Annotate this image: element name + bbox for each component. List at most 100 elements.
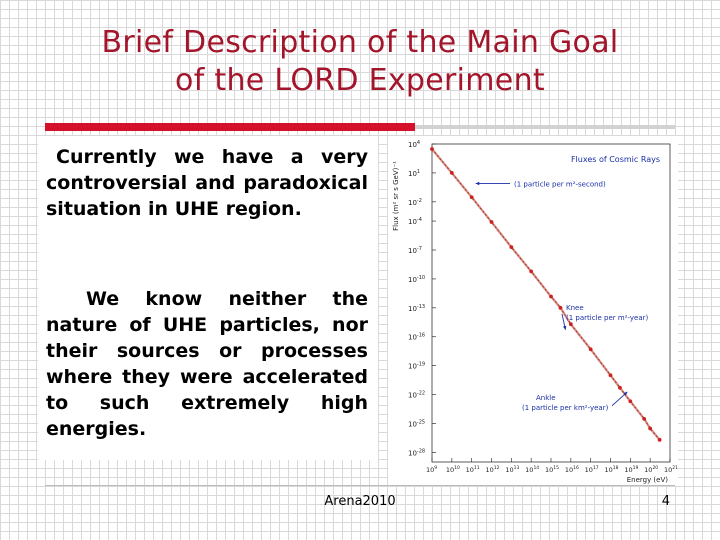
x-tick-exponent: 14 <box>533 465 539 471</box>
y-tick-label: 10-13 <box>408 304 425 313</box>
y-tick-exponent: -4 <box>417 217 422 223</box>
paragraph-situation: Currently we have a very controversial a… <box>46 146 368 220</box>
y-tick-base: 10 <box>408 392 417 400</box>
flux-data-point <box>628 399 633 404</box>
y-tick-base: 10 <box>408 141 417 149</box>
y-tick-exponent: -22 <box>417 391 425 397</box>
x-tick-base: 10 <box>565 466 573 474</box>
y-tick-exponent: -13 <box>417 304 425 310</box>
y-tick-label: 104 <box>408 140 420 149</box>
x-tick-base: 10 <box>545 466 553 474</box>
flux-data-point <box>430 147 434 151</box>
y-tick-exponent: -16 <box>417 333 425 339</box>
x-tick-label: 1015 <box>545 465 559 474</box>
x-tick-exponent: 18 <box>613 465 619 471</box>
slide-title-line-1: Brief Description of the Main Goal <box>101 25 619 60</box>
flux-data-point <box>608 373 613 378</box>
y-tick-label: 10-4 <box>408 217 422 226</box>
y-tick-base: 10 <box>408 363 417 371</box>
chart-title: Fluxes of Cosmic Rays <box>571 155 660 164</box>
x-tick-exponent: 16 <box>573 465 579 471</box>
x-tick-label: 1016 <box>565 465 579 474</box>
cosmic-ray-flux-figure: 104 101 10-2 10-4 10-7 10-10 10-13 10-16 10-19 10… <box>388 136 678 486</box>
y-tick-exponent: -7 <box>417 246 422 252</box>
x-tick-exponent: 21 <box>672 465 678 471</box>
x-tick-exponent: 17 <box>593 465 599 471</box>
y-tick-exponent: -25 <box>417 419 425 425</box>
x-tick-label: 1011 <box>466 465 480 474</box>
x-tick-base: 10 <box>624 466 632 474</box>
x-tick-label: 1014 <box>525 465 539 474</box>
x-tick-base: 10 <box>486 466 494 474</box>
y-tick-base: 10 <box>408 305 417 313</box>
slide-title-line-2: of the LORD Experiment <box>175 63 545 98</box>
page-number: 4 <box>661 494 670 509</box>
x-tick-exponent: 13 <box>514 465 520 471</box>
x-tick-exponent: 9 <box>434 465 437 471</box>
title-underline-gray <box>415 125 675 129</box>
flux-data-point <box>529 269 534 274</box>
x-tick-base: 10 <box>466 466 474 474</box>
y-tick-label: 10-7 <box>408 246 422 255</box>
slide-title: Brief Description of the Main Goal of th… <box>20 24 700 100</box>
y-tick-label: 10-16 <box>408 333 425 342</box>
y-tick-base: 10 <box>408 334 417 342</box>
annotation-per-second: (1 particle per m²-second) <box>514 181 606 189</box>
x-tick-label: 1020 <box>644 465 658 474</box>
x-tick-base: 10 <box>664 466 672 474</box>
x-tick-label: 1013 <box>505 465 519 474</box>
x-tick-label: 1018 <box>605 465 619 474</box>
y-tick-exponent: 1 <box>417 169 420 175</box>
y-tick-exponent: -28 <box>417 448 425 454</box>
y-tick-label: 101 <box>408 169 420 178</box>
x-tick-label: 1012 <box>486 465 500 474</box>
y-tick-label: 10-2 <box>408 198 422 207</box>
y-axis-title: Flux (m² sr s GeV)⁻¹ <box>392 161 400 231</box>
x-tick-base: 10 <box>525 466 533 474</box>
flux-data-point <box>642 416 647 421</box>
text-panel: Currently we have a very controversial a… <box>38 136 378 460</box>
flux-data-point <box>568 322 573 327</box>
x-tick-base: 10 <box>446 466 454 474</box>
y-tick-exponent: -2 <box>417 198 422 204</box>
y-tick-exponent: -19 <box>417 362 425 368</box>
y-tick-base: 10 <box>408 218 417 226</box>
y-tick-base: 10 <box>408 276 417 284</box>
x-tick-exponent: 20 <box>652 465 658 471</box>
flux-chart: 10410110-210-410-710-1010-1310-1610-1910… <box>392 140 678 484</box>
y-tick-base: 10 <box>408 199 417 207</box>
flux-data-point <box>549 294 553 299</box>
flux-data-point <box>648 426 653 431</box>
x-tick-label: 1017 <box>585 465 599 474</box>
x-tick-exponent: 11 <box>474 465 480 471</box>
x-tick-exponent: 19 <box>633 465 639 471</box>
flux-data-point <box>558 305 563 310</box>
title-underline-red <box>45 123 415 131</box>
x-tick-label: 1010 <box>446 465 460 474</box>
y-tick-exponent: 4 <box>417 140 420 146</box>
flux-data-point <box>449 171 454 175</box>
arrow-ankle-head <box>623 391 628 396</box>
flux-data-point <box>588 347 593 352</box>
arrow-per-second-head <box>475 181 480 186</box>
x-tick-exponent: 15 <box>553 465 559 471</box>
x-tick-base: 10 <box>426 466 434 474</box>
y-tick-base: 10 <box>408 449 417 457</box>
y-tick-label: 10-28 <box>408 448 425 457</box>
annotation-knee-rate: (1 particle per m²-year) <box>566 314 649 322</box>
footer-label: Arena2010 <box>324 494 396 509</box>
annotation-ankle-label: Ankle <box>536 394 556 402</box>
x-tick-base: 10 <box>605 466 613 474</box>
paragraph-unknowns: We know neither the nature of UHE partic… <box>46 288 368 440</box>
x-tick-base: 10 <box>644 466 652 474</box>
x-tick-base: 10 <box>585 466 593 474</box>
x-tick-label: 1019 <box>624 465 638 474</box>
y-tick-label: 10-22 <box>408 391 425 400</box>
x-tick-exponent: 10 <box>454 465 460 471</box>
x-tick-label: 109 <box>426 465 437 474</box>
x-tick-label: 1021 <box>664 465 678 474</box>
y-tick-base: 10 <box>408 420 417 428</box>
annotation-knee-label: Knee <box>566 304 584 312</box>
x-axis-title: Energy (eV) <box>627 476 669 484</box>
flux-data-point <box>469 195 474 200</box>
